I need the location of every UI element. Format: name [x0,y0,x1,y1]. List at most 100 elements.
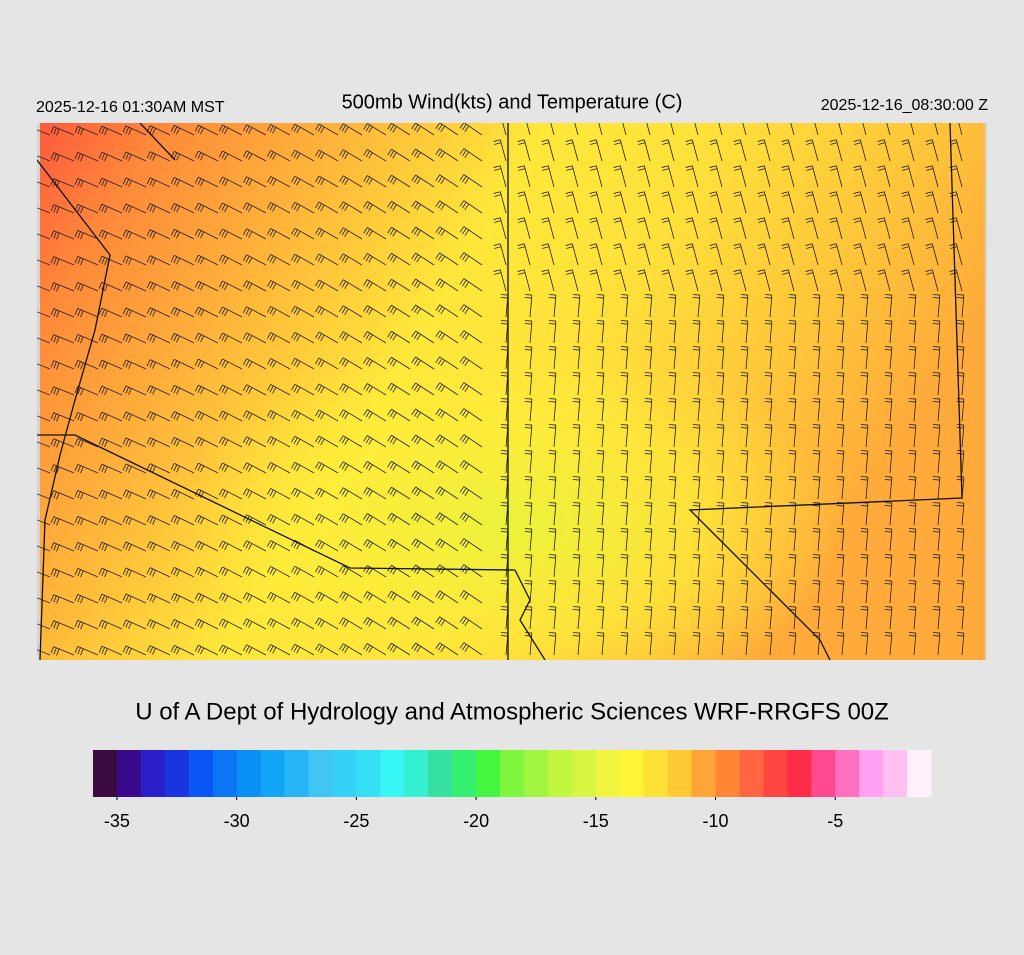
barb-flag [339,435,344,442]
barb-flag [884,450,892,452]
barb-flag [77,491,81,499]
barb-flag [668,320,676,322]
barb-flag [836,505,844,507]
barb-flag [200,647,205,655]
barb-flag [836,476,844,478]
barb-staff [721,451,725,474]
barb-flag [317,437,322,444]
barb-staff [811,139,819,162]
barb-flag [548,427,556,429]
barb-flag [781,139,789,142]
barb-flag [30,206,33,213]
barb-flag [248,257,253,264]
barb-staff [174,593,195,604]
barb-staff [125,229,147,240]
barb-flag [125,594,130,602]
barb-staff [931,269,939,292]
barb-flag [242,306,247,314]
barb-staff [342,123,363,136]
barb-flag [668,401,676,403]
barb-flag [884,346,892,348]
barb-flag [782,194,790,197]
barb-flag [908,401,916,403]
barb-flag [149,282,154,290]
barb-flag [125,464,130,472]
barb-staff [817,503,821,526]
barb-flag [176,153,180,161]
barb-flag [566,117,573,119]
barb-staff [439,356,459,370]
barb-staff [125,359,147,370]
barb-flag [104,544,108,552]
barb-flag [462,124,467,131]
barb-flag [269,385,274,393]
barb-staff [37,597,51,604]
barb-staff [125,255,147,266]
barb-flag [662,220,670,223]
barb-staff [415,252,435,266]
barb-flag [30,466,33,473]
barb-flag [101,413,105,420]
barb-flag [638,117,645,119]
barb-flag [339,149,344,156]
barb-flag [413,332,419,339]
barb-flag [829,139,837,142]
barb-flag [53,517,57,525]
barb-staff [415,486,435,500]
barb-flag [413,514,419,521]
barb-flag [392,204,397,211]
barb-staff [415,642,435,656]
barb-staff [865,425,869,448]
barb-flag [368,516,373,523]
barb-staff [439,486,459,500]
barb-flag [30,154,33,161]
barb-flag [176,309,180,317]
barb-flag [716,320,724,322]
barb-flag [80,258,84,266]
barb-staff [318,435,339,448]
barb-flag [565,217,573,220]
barb-flag [363,591,368,598]
barb-flag [74,464,79,472]
barb-staff [547,191,555,214]
barb-flag [692,554,700,556]
barb-flag [200,205,205,213]
barb-staff [721,555,725,578]
barb-flag [317,489,322,496]
barb-flag [812,372,820,374]
barb-flag [245,307,250,315]
barb-staff [883,243,891,266]
barb-flag [248,647,253,654]
barb-flag [812,502,820,504]
barb-staff [598,123,603,136]
barb-flag [644,635,652,637]
barb-flag [365,644,371,652]
barb-staff [934,123,939,136]
barb-flag [170,645,175,652]
barb-staff [889,399,893,422]
barb-flag [194,566,199,574]
barb-flag [716,554,724,556]
barb-flag [242,488,247,496]
barb-flag [692,323,700,325]
barb-staff [601,373,605,396]
barb-flag [341,385,347,392]
barb-flag [877,217,885,220]
barb-staff [198,644,219,656]
barb-flag [572,635,580,637]
barb-flag [860,401,868,403]
barb-flag [53,127,57,135]
barb-flag [437,618,443,625]
barb-staff [367,435,387,448]
barb-flag [572,297,580,299]
barb-flag [596,606,604,608]
barb-flag [764,606,772,608]
barb-flag [197,334,202,341]
barb-staff [294,331,315,344]
barb-staff [246,436,267,448]
barb-flag [363,305,368,312]
barb-flag [269,489,274,497]
barb-flag [197,126,202,133]
barb-flag [173,646,178,654]
barb-flag [149,334,154,342]
